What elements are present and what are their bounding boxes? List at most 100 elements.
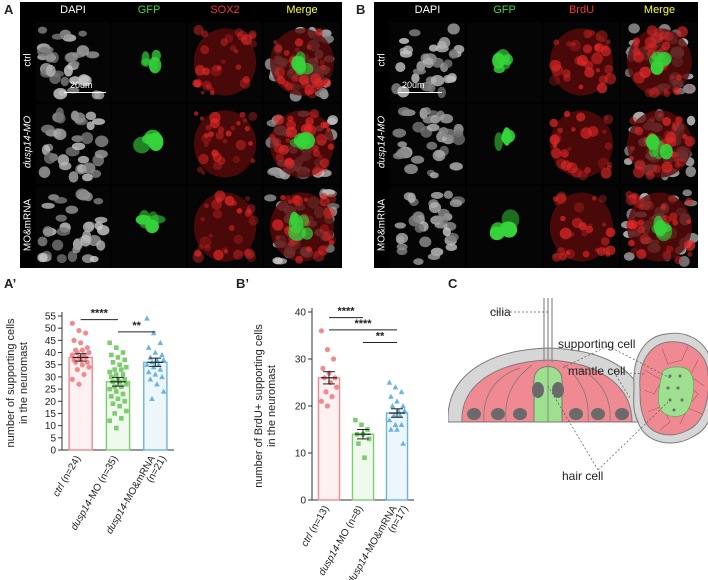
data-point [160,388,167,394]
scale-bar-label: 20um [70,80,93,90]
data-point [117,403,122,409]
y-tick-label: 10 [45,421,57,432]
y-tick-label: 45 [45,336,57,347]
data-point [149,395,155,402]
data-point [122,357,127,363]
micrograph-tile [188,186,262,268]
data-point [157,339,164,345]
label-supporting-cell: supporting cell [558,337,635,351]
data-point [122,398,127,404]
data-point [120,372,126,377]
data-point [112,367,117,372]
data-point [392,421,399,427]
row-label: MO&mRNA [20,184,36,266]
panel-label-a-prime: A’ [4,276,17,291]
data-point [84,359,90,365]
y-axis-label: number of BrdU+ supporting cells [253,324,265,488]
data-point [114,425,119,431]
bar [351,433,375,501]
micrograph-tile [112,104,186,184]
column-header: DAPI [36,2,110,18]
data-point [401,407,408,413]
micrograph-tile [621,186,698,268]
y-tick-label: 15 [45,409,57,420]
data-point [366,436,372,442]
panel-label-c: C [448,276,458,291]
micrograph-tile [264,104,340,184]
data-point [400,403,406,409]
data-point [84,345,90,351]
column-header: GFP [112,2,186,18]
data-point [353,417,358,423]
data-point [112,411,117,416]
data-point [394,426,400,432]
data-point [74,367,80,373]
data-point [323,389,329,395]
data-point [115,396,121,402]
data-point [391,412,397,418]
micrograph-tile [112,186,186,268]
data-point [400,440,406,446]
significance-label: **** [354,318,372,330]
y-tick-label: 0 [50,446,56,457]
column-header: SOX2 [188,2,262,18]
data-point [114,389,119,394]
y-tick-label: 25 [45,385,57,396]
data-point [114,345,119,350]
y-tick-label: 30 [295,355,307,366]
data-point [79,347,85,353]
data-point [160,356,167,363]
data-point [124,364,129,370]
chart-brdu-cells: 0 10 20 30 40 number of BrdU+ supporting cell… [253,306,414,580]
label-cilia: cilia [490,305,511,319]
data-point [69,376,75,382]
data-point [110,359,116,365]
data-point [330,356,337,362]
data-point [324,347,331,353]
data-point [124,408,129,414]
data-point [114,372,119,377]
row-label: dusp14-MO [374,102,390,182]
column-header: BrdU [544,2,619,18]
micrograph-tile [36,186,110,268]
data-point [119,416,124,421]
bar [317,377,341,501]
side-view-neuromast [448,298,647,423]
micrograph-tile [467,104,542,184]
data-point [398,388,405,395]
y-tick-label: 35 [45,360,57,371]
micrograph-tile [390,104,465,184]
data-point [386,417,393,423]
row-label: ctrl [374,20,390,100]
data-point [145,369,152,375]
data-point [107,340,112,346]
data-point [397,412,403,418]
data-point [318,398,325,404]
data-point [324,403,331,409]
data-point [74,349,80,356]
data-point [120,350,126,355]
data-point [109,352,114,358]
data-point [107,369,112,375]
data-point [356,441,361,446]
data-point [152,371,159,377]
column-header: GFP [467,2,542,18]
micrograph-tile [188,104,262,184]
data-point [389,403,396,409]
significance-label: ** [376,331,385,343]
data-point [159,351,165,358]
data-point [388,426,394,432]
micrograph-tile [390,186,465,268]
data-point [73,359,79,365]
y-tick-label: 20 [45,397,57,408]
y-tick-label: 5 [50,433,56,444]
data-point [110,401,116,407]
data-point [144,361,150,367]
label-mantle-cell: mantle cell [568,364,625,378]
y-tick-label: 40 [45,348,57,359]
micrograph-tile [544,22,619,102]
data-point [69,320,75,326]
y-tick-label: 40 [295,308,307,319]
data-point [155,361,162,367]
x-tick-label: ctrl (n=13) [299,504,331,549]
